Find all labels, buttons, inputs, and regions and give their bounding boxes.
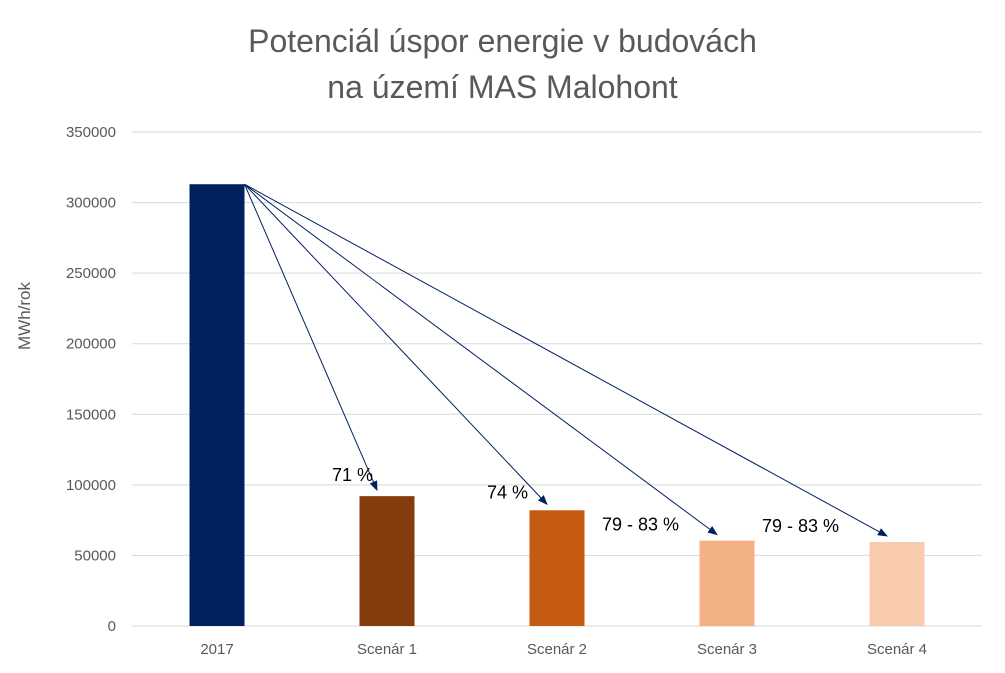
y-tick-label: 150000 [66, 406, 116, 423]
percent-label: 74 % [487, 482, 528, 502]
arrows [244, 183, 888, 537]
x-axis-categories: 2017 Scenár 1 Scenár 2 Scenár 3 Scenár 4 [200, 641, 927, 658]
annotation-labels: 71 % 74 % 79 - 83 % 79 - 83 % [332, 465, 839, 536]
bar [869, 542, 925, 626]
y-tick-label: 300000 [66, 195, 116, 212]
percent-label: 79 - 83 % [762, 516, 839, 536]
y-tick-label: 350000 [66, 124, 116, 141]
y-axis-label: MWh/rok [15, 282, 34, 351]
y-tick-label: 100000 [66, 477, 116, 494]
bar [699, 540, 755, 626]
chart-title-line-2: na území MAS Malohont [327, 69, 678, 105]
y-tick-label: 50000 [74, 547, 116, 564]
y-axis-ticks: 0 50000 100000 150000 200000 250000 300000 3500… [66, 124, 116, 635]
x-tick-label: Scenár 2 [527, 641, 587, 658]
percent-label: 71 % [332, 465, 373, 485]
arrow [244, 183, 548, 505]
bar [359, 496, 415, 626]
bar [529, 510, 585, 626]
x-tick-label: Scenár 3 [697, 641, 757, 658]
arrow [244, 183, 888, 537]
arrow [244, 184, 378, 492]
bars [189, 184, 925, 627]
arrow [244, 183, 718, 536]
gridlines [132, 131, 982, 627]
x-tick-label: Scenár 4 [867, 641, 927, 658]
x-tick-label: Scenár 1 [357, 641, 417, 658]
y-tick-label: 250000 [66, 265, 116, 282]
chart-title-line-1: Potenciál úspor energie v budovách [248, 23, 757, 59]
chart-title: Potenciál úspor energie v budovách na úz… [0, 18, 1005, 110]
percent-label: 79 - 83 % [602, 515, 679, 535]
x-tick-label: 2017 [200, 641, 233, 658]
y-tick-label: 200000 [66, 336, 116, 353]
y-tick-label: 0 [108, 618, 116, 635]
bar [189, 184, 245, 627]
